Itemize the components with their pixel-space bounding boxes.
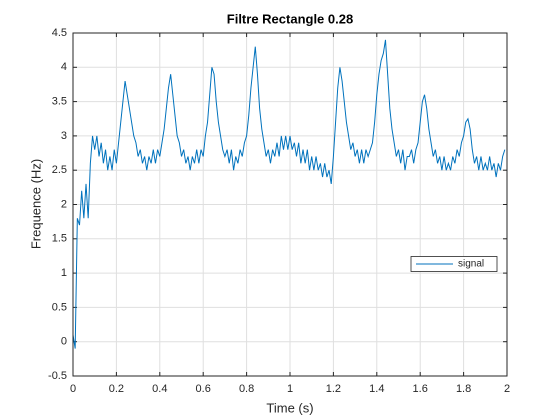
x-tick-label: 1.8 [456,383,471,395]
signal-line [72,39,506,349]
x-tick-label: 0.2 [109,383,124,395]
x-tick-label: 0 [70,383,76,395]
x-axis-label: Time (s) [266,400,313,415]
x-tick-label: 1.4 [369,383,384,395]
y-tick-label: 0.5 [52,301,67,313]
x-tick-label: 2 [504,383,510,395]
y-tick-label: 4.5 [52,27,67,39]
x-tick-label: 1.6 [413,383,428,395]
y-tick-label: 4 [61,61,67,73]
plot-frame [72,32,508,377]
y-tick-label: 2.5 [52,164,67,176]
legend-box [410,256,498,272]
y-tick-label: 2 [61,198,67,210]
y-tick-label: 3 [61,130,67,142]
chart-title: Filtre Rectangle 0.28 [227,11,353,26]
x-tick-label: 0.6 [196,383,211,395]
y-tick-label: 1 [61,267,67,279]
x-tick-label: 0.8 [239,383,254,395]
y-tick-label: -0.5 [48,370,67,382]
y-tick-label: 0 [61,336,67,348]
y-axis-label: Frequence (Hz) [28,159,43,249]
legend-label: signal [458,259,484,270]
y-tick-label: 1.5 [52,233,67,245]
legend: signal [410,256,498,272]
y-tick-label: 3.5 [52,96,67,108]
x-tick-label: 1.2 [326,383,341,395]
x-tick-label: 1 [287,383,293,395]
x-tick-label: 0.4 [152,383,167,395]
